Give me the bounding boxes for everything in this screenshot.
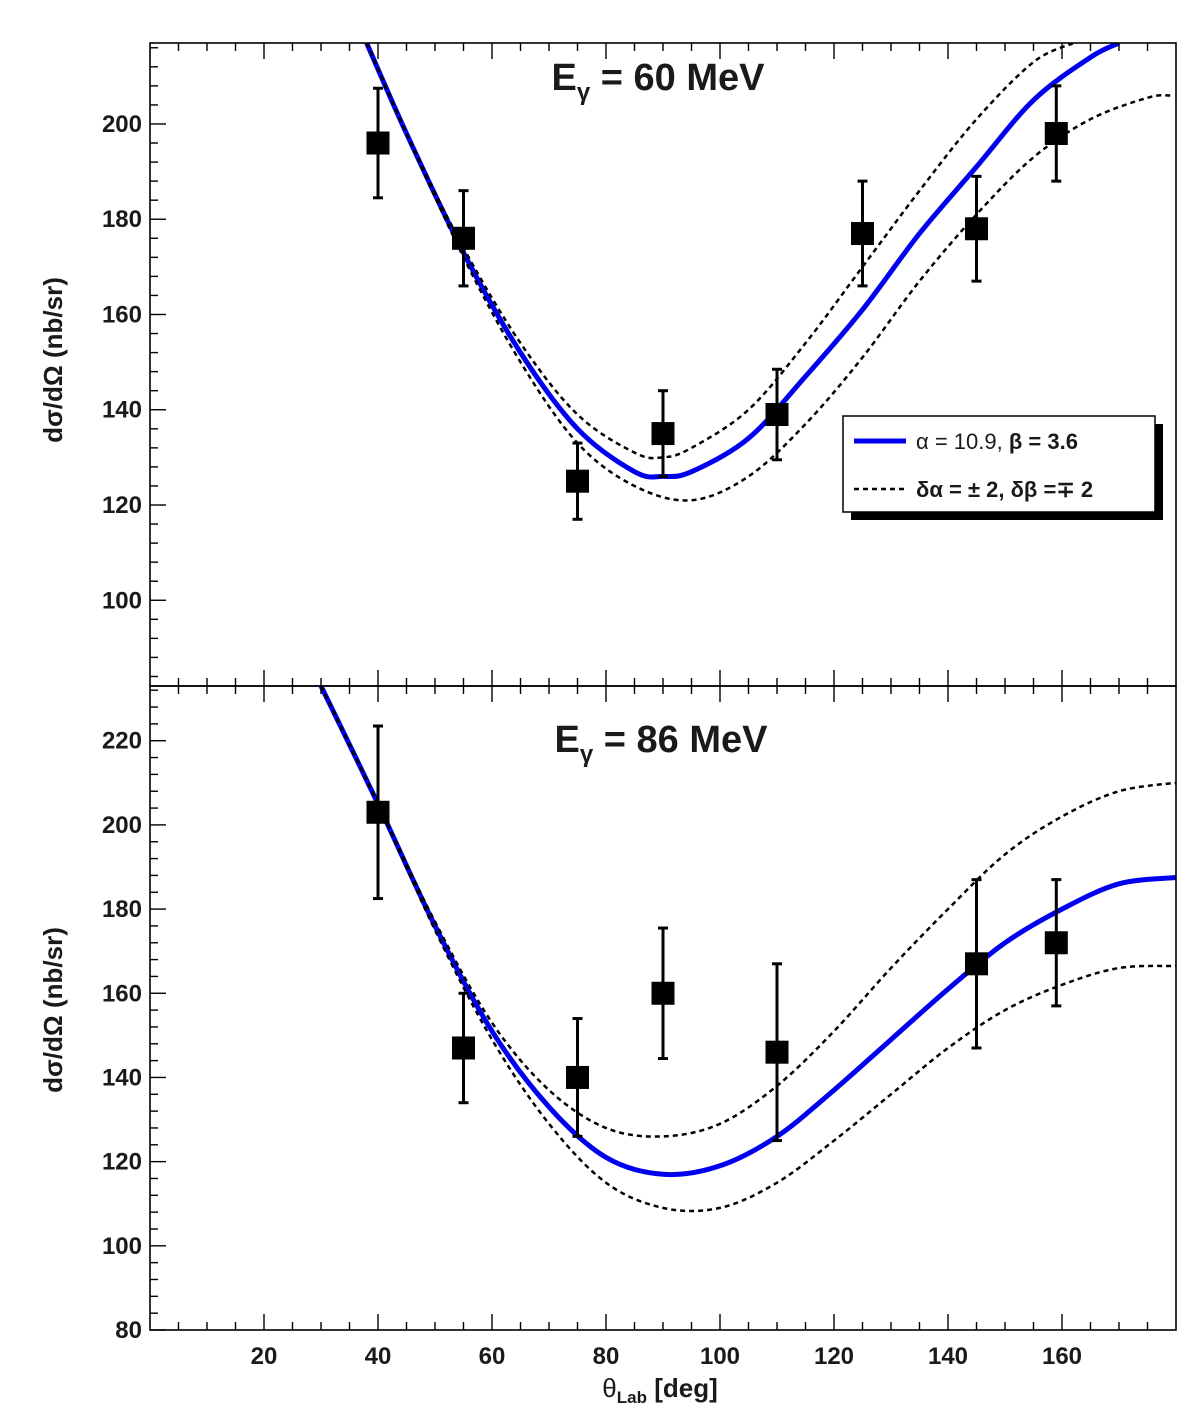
legend-box <box>842 415 1156 513</box>
y-tick-label: 200 <box>102 812 142 839</box>
data-point-4 <box>765 1040 789 1064</box>
y-tick-label: 120 <box>102 1149 142 1176</box>
x-tick-label: 40 <box>365 1343 392 1370</box>
x-tick-label: 20 <box>251 1343 278 1370</box>
dashed-curve-1 <box>365 43 1074 460</box>
x-tick-label: 60 <box>479 1343 506 1370</box>
dashed-curve-1 <box>319 686 1176 1138</box>
y-tick-label: 160 <box>102 301 142 328</box>
y-tick-label: 100 <box>102 1233 142 1260</box>
top-panel-ylabel: dσ/dΩ (nb/sr) <box>38 277 68 443</box>
bottom-panel-ylabel: dσ/dΩ (nb/sr) <box>38 927 68 1093</box>
top-panel-points <box>366 84 1068 521</box>
y-tick-label: 100 <box>102 587 142 614</box>
data-point-2 <box>566 469 589 493</box>
data-point-3 <box>651 422 675 446</box>
bottom-panel-points <box>366 724 1068 1143</box>
x-tick-label: 140 <box>928 1343 968 1370</box>
x-tick-label: 80 <box>593 1343 620 1370</box>
bottom-panel-frame <box>149 685 1177 1331</box>
data-point-5 <box>965 952 988 976</box>
data-point-0 <box>366 131 390 155</box>
dashed-curve-2 <box>319 686 1176 1213</box>
y-tick-label: 220 <box>102 728 142 755</box>
data-point-2 <box>566 1065 589 1089</box>
x-axis-label: θLab [deg] <box>602 1373 717 1407</box>
data-point-1 <box>452 226 475 250</box>
y-tick-label: 140 <box>102 397 142 424</box>
legend: α = 10.9, β = 3.6 δα = ± 2, δβ =∓ 2 <box>842 415 1163 520</box>
y-tick-label: 180 <box>102 896 142 923</box>
y-tick-label: 200 <box>102 111 142 138</box>
top-panel-title: Eγ = 60 MeV <box>552 57 766 106</box>
fit-curve-0 <box>318 686 1176 1178</box>
data-point-3 <box>651 981 675 1005</box>
top-panel-frame <box>149 42 1177 687</box>
top-panel-ticks: 100 120 140 160 180 200 <box>102 43 1149 686</box>
data-point-5 <box>851 222 874 246</box>
bottom-panel-curves <box>318 686 1176 1213</box>
y-tick-label: 160 <box>102 980 142 1007</box>
legend-dashed-label: δα = ± 2, δβ =∓ 2 <box>916 477 1093 502</box>
data-point-4 <box>765 403 789 427</box>
legend-solid-label: α = 10.9, β = 3.6 <box>916 429 1078 454</box>
y-tick-label: 180 <box>102 206 142 233</box>
top-panel: 100 120 140 160 180 200 Eγ = 60 MeV dσ/dΩ (nb… <box>38 42 1177 687</box>
fit-curve-0 <box>364 43 1121 480</box>
data-point-1 <box>452 1036 475 1060</box>
data-point-0 <box>366 800 390 824</box>
y-tick-label: 80 <box>115 1317 142 1344</box>
data-point-7 <box>1044 121 1068 145</box>
bottom-panel-ticks: 80 100 120 140 160 180 200 220 20 40 60 80 100 120 140… <box>102 686 1149 1370</box>
bottom-panel: 80 100 120 140 160 180 200 220 20 40 60 80 100 120 140… <box>38 685 1177 1407</box>
y-tick-label: 140 <box>102 1064 142 1091</box>
y-tick-label: 120 <box>102 492 142 519</box>
data-point-6 <box>965 217 988 241</box>
x-tick-label: 160 <box>1042 1343 1082 1370</box>
x-tick-label: 120 <box>814 1343 854 1370</box>
data-point-6 <box>1044 931 1068 955</box>
bottom-panel-title: Eγ = 86 MeV <box>555 719 769 768</box>
dashed-curve-2 <box>365 43 1171 502</box>
x-tick-label: 100 <box>700 1343 740 1370</box>
